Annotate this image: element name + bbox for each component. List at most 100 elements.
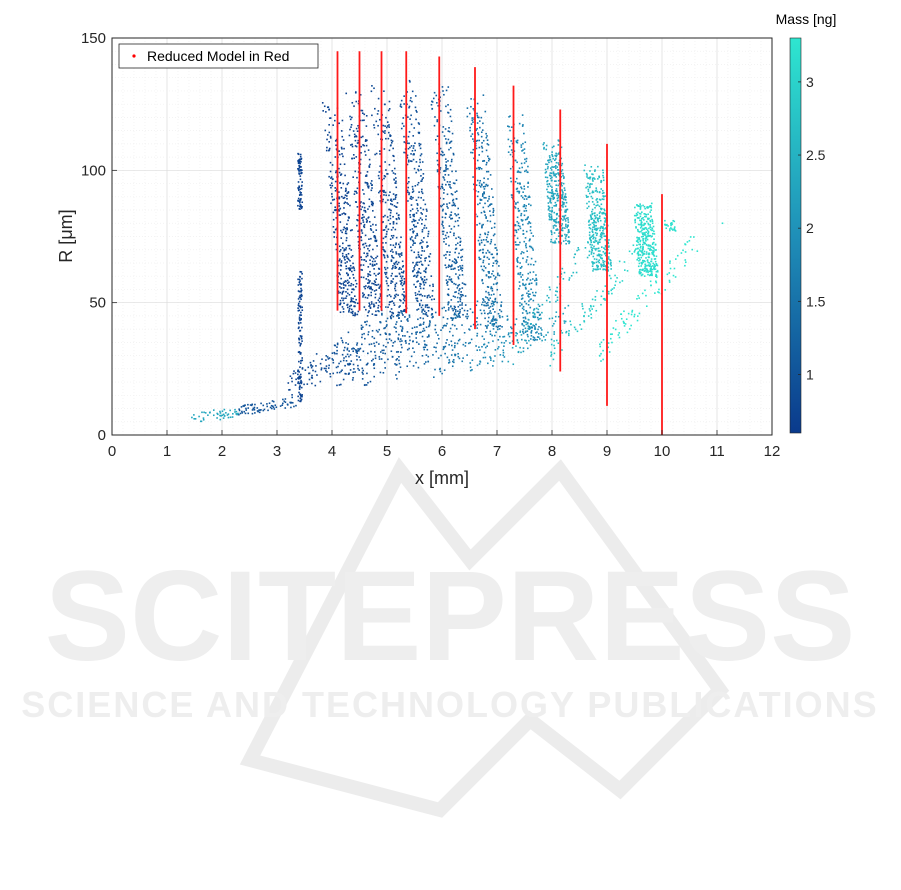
data-point	[298, 200, 300, 203]
data-point	[481, 278, 484, 281]
data-point	[341, 252, 344, 255]
data-point	[653, 268, 655, 271]
data-point	[406, 163, 409, 166]
data-point	[486, 135, 488, 137]
data-point	[377, 283, 380, 286]
data-point	[390, 317, 393, 320]
data-point	[212, 414, 215, 417]
data-point	[419, 287, 422, 290]
data-point	[572, 271, 575, 274]
data-point	[389, 222, 391, 225]
data-point	[543, 335, 545, 338]
data-point	[223, 408, 226, 411]
data-point	[333, 119, 336, 122]
data-point	[544, 176, 547, 179]
data-point	[480, 239, 483, 242]
data-point	[345, 297, 347, 299]
x-tick-label: 0	[108, 443, 116, 460]
data-point	[450, 265, 453, 268]
data-point	[508, 116, 510, 118]
data-point	[334, 114, 336, 117]
data-point	[487, 178, 489, 180]
data-point	[596, 232, 599, 235]
data-point	[476, 317, 478, 319]
data-point	[254, 403, 256, 406]
data-point	[392, 341, 395, 344]
data-point	[458, 357, 461, 360]
data-point	[548, 161, 550, 164]
data-point	[524, 195, 527, 198]
data-point	[349, 115, 351, 118]
data-point	[409, 118, 411, 120]
data-point	[400, 311, 403, 313]
data-point	[449, 108, 452, 111]
data-point	[298, 322, 300, 325]
data-point	[457, 292, 460, 295]
data-point	[416, 222, 419, 224]
data-point	[348, 293, 351, 296]
data-point	[483, 338, 485, 340]
data-point	[594, 295, 597, 298]
data-point	[610, 264, 612, 267]
data-point	[375, 120, 378, 123]
data-point	[352, 130, 355, 132]
data-point	[390, 142, 393, 144]
data-point	[664, 223, 667, 226]
data-point	[344, 190, 347, 193]
data-point	[642, 243, 644, 246]
data-point	[409, 81, 411, 83]
data-point	[461, 287, 464, 289]
data-point	[410, 123, 413, 126]
data-point	[300, 172, 302, 175]
data-point	[515, 229, 518, 232]
data-point	[395, 260, 398, 263]
data-point	[481, 268, 484, 271]
data-point	[416, 341, 418, 344]
data-point	[651, 235, 653, 238]
data-point	[511, 346, 514, 349]
data-point	[497, 312, 500, 315]
data-point	[410, 114, 412, 117]
data-point	[415, 199, 418, 202]
data-point	[565, 225, 567, 227]
data-point	[498, 328, 501, 330]
data-point	[407, 191, 409, 194]
data-point	[499, 316, 501, 319]
data-point	[448, 265, 451, 267]
data-point	[494, 318, 497, 320]
data-point	[417, 280, 419, 282]
data-point	[647, 261, 649, 264]
data-point	[435, 350, 437, 353]
data-point	[523, 284, 526, 287]
data-point	[341, 353, 344, 356]
data-point	[413, 220, 415, 223]
data-point	[388, 163, 391, 166]
data-point	[516, 265, 519, 268]
data-point	[489, 357, 492, 359]
data-point	[469, 366, 472, 369]
data-point	[245, 409, 248, 411]
data-point	[410, 355, 413, 358]
data-point	[642, 227, 644, 230]
data-point	[421, 250, 424, 252]
data-point	[365, 255, 368, 258]
data-point	[459, 297, 461, 299]
data-point	[551, 186, 553, 188]
data-point	[394, 283, 397, 286]
data-point	[367, 275, 369, 278]
data-point	[486, 161, 488, 164]
data-point	[650, 260, 652, 263]
data-point	[420, 260, 422, 263]
data-point	[339, 182, 341, 184]
data-point	[340, 337, 343, 339]
data-point	[522, 332, 525, 335]
data-point	[555, 167, 557, 170]
data-point	[415, 331, 417, 334]
data-point	[406, 182, 409, 185]
data-point	[375, 239, 378, 242]
data-point	[563, 196, 566, 199]
data-point	[348, 372, 350, 375]
data-point	[496, 301, 498, 304]
data-point	[674, 276, 677, 278]
data-point	[387, 228, 390, 231]
